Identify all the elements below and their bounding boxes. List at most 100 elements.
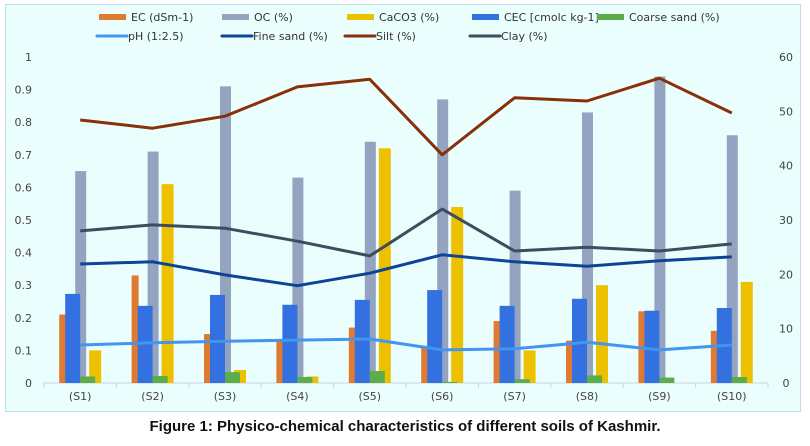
legend-label: EC (dSm-1) [131, 11, 193, 24]
legend-item-clay[interactable]: Clay (%) [468, 30, 548, 43]
bar-coarse-sand-s9 [659, 377, 675, 383]
axes: 00.10.20.30.40.50.60.70.80.9101020304050… [15, 51, 794, 403]
legend-label: Clay (%) [501, 30, 548, 43]
bar-oc-s2 [147, 151, 159, 383]
bar-oc-s9 [654, 76, 666, 383]
bar-ec-dsm-1-s7 [493, 321, 501, 383]
line-series-clay [80, 207, 732, 258]
legend-item-caco3[interactable]: CaCO3 (%) [347, 11, 439, 24]
x-tick-label: (S4) [286, 390, 309, 403]
y-tick-label: 0.8 [15, 116, 33, 129]
bar-coarse-sand-s8 [587, 375, 602, 383]
x-tick-label: (S7) [503, 390, 526, 403]
bar-cec-cmolc-kg-1-s6 [427, 290, 443, 383]
bar-oc-s10 [726, 135, 738, 383]
bar-series-coarse-sand [80, 371, 747, 383]
bar-cec-cmolc-kg-1-s8 [572, 298, 587, 383]
y-tick-label: 0.3 [15, 279, 33, 292]
legend-swatch [472, 14, 499, 20]
bar-coarse-sand-s10 [731, 377, 747, 383]
bar-caco3-s5 [378, 148, 391, 383]
bar-oc-s1 [75, 171, 87, 383]
legend-swatch [99, 14, 126, 20]
legend-swatch [347, 14, 374, 20]
figure-caption: Figure 1: Physico-chemical characteristi… [149, 418, 661, 435]
bar-coarse-sand-s7 [514, 379, 530, 383]
bar-coarse-sand-s3 [225, 372, 240, 383]
bar-caco3-s6 [451, 206, 464, 383]
y-tick-label: 0.6 [15, 181, 33, 194]
legend-label: CaCO3 (%) [379, 11, 439, 24]
legend-swatch [222, 14, 249, 20]
bar-coarse-sand-s5 [369, 371, 385, 383]
bar-series-cec-cmolc-kg-1 [65, 290, 732, 383]
bar-ec-dsm-1-s6 [421, 347, 429, 383]
bar-cec-cmolc-kg-1-s9 [644, 310, 660, 383]
legend-item-ec-dsm-1[interactable]: EC (dSm-1) [99, 11, 193, 24]
bar-cec-cmolc-kg-1-s4 [282, 304, 298, 383]
bar-caco3-s1 [89, 350, 102, 383]
x-tick-label: (S8) [576, 390, 599, 403]
y2-tick-label: 0 [783, 377, 790, 390]
bar-ec-dsm-1-s4 [276, 340, 284, 383]
y-tick-label: 1 [25, 51, 32, 64]
bar-cec-cmolc-kg-1-s5 [354, 299, 370, 383]
y-tick-label: 0.5 [15, 214, 33, 227]
lines [80, 76, 733, 352]
x-tick-label: (S10) [717, 390, 747, 403]
x-tick-label: (S2) [141, 390, 164, 403]
bar-cec-cmolc-kg-1-s1 [65, 293, 81, 383]
bar-oc-s4 [292, 177, 304, 383]
bar-coarse-sand-s2 [152, 375, 168, 383]
legend-label: Fine sand (%) [253, 30, 328, 43]
bar-caco3-s7 [523, 350, 536, 383]
x-tick-label: (S5) [359, 390, 382, 403]
y-tick-label: 0.2 [15, 312, 33, 325]
bar-oc-s6 [437, 99, 449, 383]
x-tick-label: (S9) [648, 390, 671, 403]
y2-tick-label: 40 [779, 160, 793, 173]
legend-item-coarse-sand[interactable]: Coarse sand (%) [597, 11, 720, 24]
y2-tick-label: 60 [779, 51, 793, 64]
bar-oc-s7 [509, 190, 521, 383]
bar-cec-cmolc-kg-1-s3 [210, 294, 225, 383]
y2-tick-label: 10 [779, 323, 793, 336]
y2-tick-label: 30 [779, 214, 793, 227]
bar-caco3-s10 [740, 281, 753, 383]
y-tick-label: 0 [25, 377, 32, 390]
y-tick-label: 0.7 [15, 149, 33, 162]
bar-ec-dsm-1-s10 [710, 330, 718, 383]
legend-item-fine-sand[interactable]: Fine sand (%) [220, 30, 328, 43]
bars [59, 76, 753, 384]
line-series-ph-1-2-5 [80, 337, 732, 352]
bar-ec-dsm-1-s3 [204, 334, 211, 383]
legend-label: CEC [cmolc kg-1] [504, 11, 599, 24]
legend-label: Silt (%) [376, 30, 416, 43]
legend: EC (dSm-1) OC (%) CaCO3 (%) CEC [cmolc kg-1… [95, 11, 720, 43]
bar-ec-dsm-1-s5 [348, 327, 356, 383]
legend-swatch [597, 14, 624, 20]
bar-caco3-s8 [596, 285, 608, 383]
line-series-fine-sand [80, 253, 732, 288]
bar-series-caco3 [89, 148, 753, 383]
bar-caco3-s2 [161, 184, 174, 383]
y-tick-label: 0.1 [15, 344, 33, 357]
y2-tick-label: 20 [779, 268, 793, 281]
legend-item-silt[interactable]: Silt (%) [343, 30, 416, 43]
legend-label: Coarse sand (%) [629, 11, 720, 24]
bar-coarse-sand-s6 [442, 381, 458, 383]
legend-item-oc[interactable]: OC (%) [222, 11, 293, 24]
bar-coarse-sand-s4 [297, 377, 313, 383]
y2-tick-label: 50 [779, 105, 793, 118]
legend-item-ph-1-2-5[interactable]: pH (1:2.5) [95, 30, 184, 43]
x-tick-label: (S3) [214, 390, 237, 403]
legend-label: pH (1:2.5) [128, 30, 184, 43]
bar-ec-dsm-1-s1 [59, 314, 67, 383]
bar-cec-cmolc-kg-1-s7 [499, 305, 515, 383]
bar-oc-s5 [364, 141, 376, 383]
bar-oc-s3 [220, 86, 231, 383]
legend-item-cec-cmolc-kg-1[interactable]: CEC [cmolc kg-1] [472, 11, 599, 24]
y-tick-label: 0.4 [15, 247, 33, 260]
bar-ec-dsm-1-s8 [566, 340, 573, 383]
